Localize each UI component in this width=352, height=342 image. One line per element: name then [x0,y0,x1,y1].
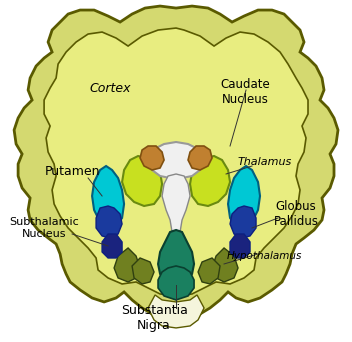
Polygon shape [228,166,260,228]
Polygon shape [132,258,154,284]
Text: Thalamus: Thalamus [238,157,292,167]
Text: Substantia
Nigra: Substantia Nigra [121,304,188,332]
Polygon shape [148,142,204,178]
Polygon shape [230,206,256,238]
Polygon shape [188,146,212,170]
Polygon shape [140,146,164,170]
Polygon shape [158,266,194,300]
Polygon shape [190,156,230,206]
Polygon shape [158,230,194,285]
Polygon shape [114,248,140,282]
Polygon shape [230,234,250,258]
Polygon shape [148,295,204,328]
Text: Cortex: Cortex [89,81,131,94]
Polygon shape [92,166,124,228]
Polygon shape [162,174,190,248]
Text: Globus
Pallidus: Globus Pallidus [274,200,319,228]
Polygon shape [212,248,238,282]
Text: Putamen: Putamen [44,166,100,179]
Polygon shape [44,28,308,296]
Polygon shape [102,234,122,258]
Text: Hypothalamus: Hypothalamus [226,251,302,261]
Polygon shape [198,258,220,284]
Text: Caudate
Nucleus: Caudate Nucleus [220,78,270,106]
Polygon shape [14,6,338,318]
Polygon shape [122,156,162,206]
Text: Subthalamic
Nucleus: Subthalamic Nucleus [9,217,79,239]
Polygon shape [96,206,122,238]
